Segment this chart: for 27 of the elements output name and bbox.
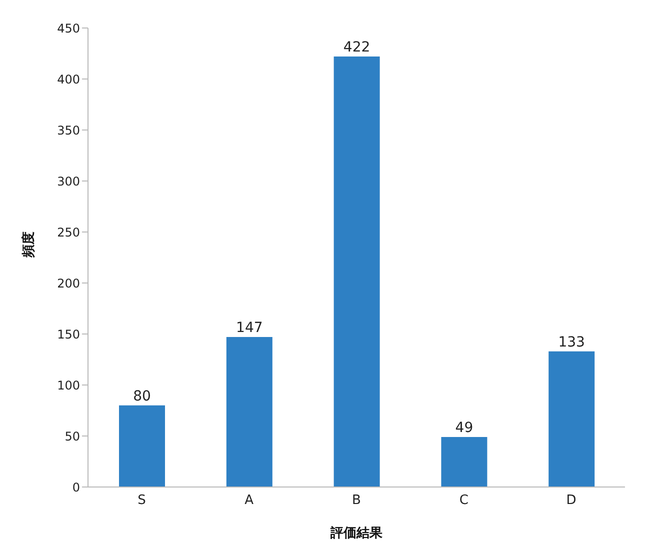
data-label: 49 (455, 420, 474, 436)
y-tick-label: 400 (57, 72, 80, 86)
y-tick-label: 350 (57, 123, 80, 138)
data-label: 422 (343, 40, 370, 56)
y-tick-label: 100 (57, 378, 80, 392)
data-label: 133 (558, 334, 585, 350)
bar (226, 337, 272, 487)
y-axis-title: 頻度 (20, 232, 37, 258)
y-tick-label: 300 (57, 174, 80, 188)
x-tick-label: B (352, 493, 361, 508)
x-tick-label: C (459, 493, 468, 508)
x-axis-title: 評価結果 (330, 525, 384, 541)
data-label: 147 (236, 320, 263, 336)
x-tick-label: S (138, 493, 146, 508)
bar (441, 437, 488, 487)
y-tick-label: 250 (57, 225, 80, 240)
y-tick-label: 450 (57, 21, 80, 36)
y-tick-label: 200 (57, 276, 80, 290)
data-label: 80 (133, 388, 151, 404)
x-tick-label: D (566, 493, 576, 508)
bar (548, 351, 595, 487)
bar (334, 56, 380, 487)
y-tick-label: 0 (72, 480, 80, 494)
bar (119, 405, 165, 487)
x-tick-label: A (244, 493, 254, 508)
y-tick-label: 50 (64, 429, 80, 444)
y-tick-label: 150 (57, 327, 80, 342)
